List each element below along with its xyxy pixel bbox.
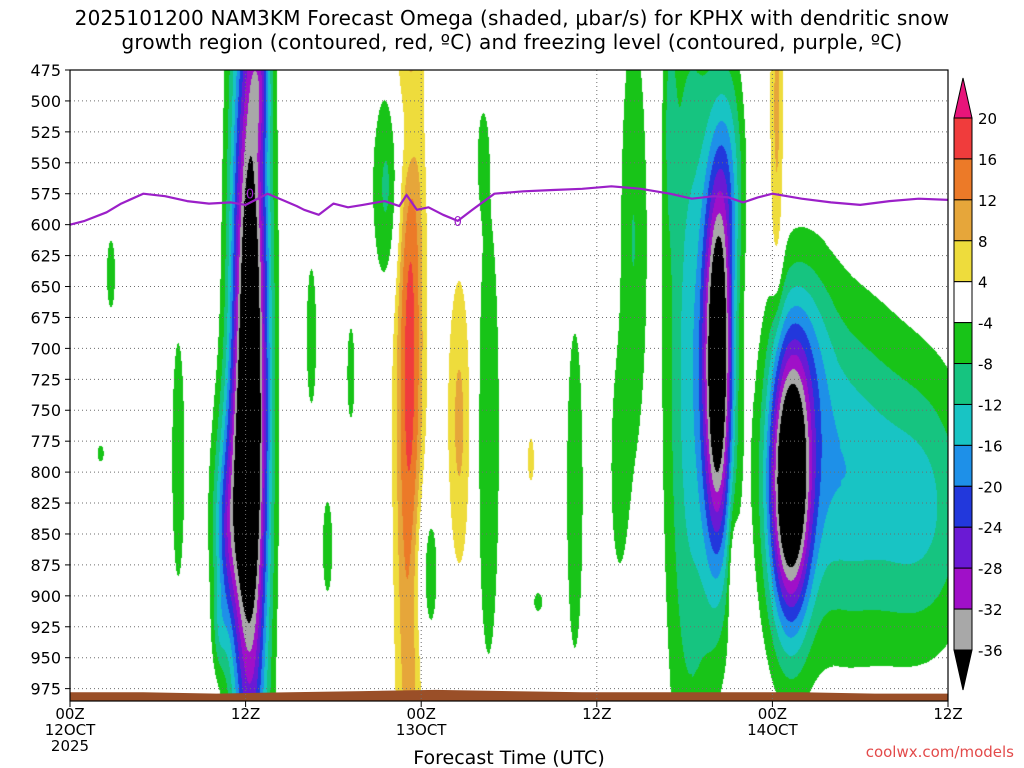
colorbar-label: 4 bbox=[978, 274, 988, 292]
colorbar-swatch bbox=[953, 240, 973, 283]
y-tick-label: 975 bbox=[30, 680, 61, 699]
colorbar-swatch bbox=[953, 363, 973, 405]
y-tick-label: 825 bbox=[30, 494, 61, 513]
freezing-level-layer: 00 bbox=[69, 185, 949, 230]
y-tick-label: 650 bbox=[30, 278, 61, 297]
colorbar-label: 12 bbox=[978, 192, 997, 210]
colorbar-label: -12 bbox=[978, 396, 1003, 414]
y-tick-label: 525 bbox=[30, 123, 61, 142]
y-tick-label: 800 bbox=[30, 463, 61, 482]
colorbar-swatch bbox=[953, 322, 973, 365]
colorbar-top-arrow bbox=[953, 77, 973, 119]
y-tick-label: 675 bbox=[30, 308, 61, 327]
x-tick-label: 12OCT bbox=[45, 721, 96, 739]
y-axis: 475 500 525 550 575 600 625 650 675 700 725 750 775 8… bbox=[30, 61, 70, 699]
colorbar-label: -32 bbox=[978, 601, 1003, 619]
colorbar-swatch bbox=[953, 608, 973, 651]
freezing-level-label: 0 bbox=[246, 188, 254, 203]
x-tick-label: 12Z bbox=[933, 705, 962, 723]
chart-title-line-1: 2025101200 NAM3KM Forecast Omega (shaded… bbox=[74, 6, 950, 30]
x-tick-label: 14OCT bbox=[747, 721, 798, 739]
freezing-level-label: 0 bbox=[454, 215, 462, 230]
colorbar-label: 20 bbox=[978, 110, 997, 128]
colorbar-swatch bbox=[953, 281, 973, 324]
plot-frame bbox=[69, 69, 949, 702]
colorbar: 20 16 12 8 4 -4 -8 -12 -16 -20 -24 -28 -32 -36 bbox=[953, 77, 1003, 691]
colorbar-swatch bbox=[953, 117, 973, 160]
y-tick-label: 850 bbox=[30, 525, 61, 544]
plot-area: 00 bbox=[69, 69, 949, 702]
colorbar-swatch bbox=[953, 444, 973, 487]
x-tick-label: 00Z bbox=[55, 705, 84, 723]
colorbar-swatch bbox=[953, 199, 973, 242]
y-tick-label: 925 bbox=[30, 618, 61, 637]
y-tick-label: 725 bbox=[30, 370, 61, 389]
y-tick-label: 550 bbox=[30, 154, 61, 173]
colorbar-label: -4 bbox=[978, 315, 993, 333]
ground-layer bbox=[70, 689, 948, 701]
credit-text: coolwx.com/models bbox=[865, 743, 1014, 761]
colorbar-swatch bbox=[953, 485, 973, 528]
y-tick-label: 600 bbox=[30, 216, 61, 235]
x-tick-label: 00Z bbox=[758, 705, 787, 723]
freezing-level-line bbox=[69, 185, 949, 226]
colorbar-label: -28 bbox=[978, 560, 1003, 578]
omega-shading bbox=[70, 70, 948, 701]
colorbar-label: -36 bbox=[978, 642, 1003, 660]
colorbar-swatch bbox=[953, 158, 973, 201]
x-tick-label: 2025 bbox=[51, 737, 89, 755]
colorbar-label: -16 bbox=[978, 437, 1003, 455]
y-tick-label: 700 bbox=[30, 339, 61, 358]
colorbar-label: 16 bbox=[978, 151, 997, 169]
colorbar-bottom-arrow bbox=[953, 649, 973, 691]
x-tick-label: 12Z bbox=[582, 705, 611, 723]
colorbar-swatch bbox=[953, 567, 973, 610]
colorbar-swatch bbox=[953, 526, 973, 569]
colorbar-label: -24 bbox=[978, 519, 1003, 537]
y-tick-label: 875 bbox=[30, 556, 61, 575]
x-axis-label: Forecast Time (UTC) bbox=[413, 747, 604, 768]
y-tick-label: 575 bbox=[30, 185, 61, 204]
colorbar-label: -20 bbox=[978, 478, 1003, 496]
y-tick-label: 950 bbox=[30, 649, 61, 668]
x-tick-label: 13OCT bbox=[396, 721, 447, 739]
x-tick-label: 00Z bbox=[407, 705, 436, 723]
y-tick-label: 775 bbox=[30, 432, 61, 451]
y-tick-label: 900 bbox=[30, 587, 61, 606]
ground-terrain bbox=[70, 689, 948, 701]
y-tick-label: 750 bbox=[30, 401, 61, 420]
y-tick-label: 500 bbox=[30, 92, 61, 111]
y-tick-label: 475 bbox=[30, 61, 61, 80]
colorbar-swatch bbox=[953, 403, 973, 446]
colorbar-label: 8 bbox=[978, 233, 988, 251]
chart-title-line-2: growth region (contoured, red, ºC) and f… bbox=[121, 30, 903, 54]
colorbar-label: -8 bbox=[978, 356, 993, 374]
x-tick-label: 12Z bbox=[231, 705, 260, 723]
y-tick-label: 625 bbox=[30, 247, 61, 266]
chart-title: 2025101200 NAM3KM Forecast Omega (shaded… bbox=[0, 6, 1024, 54]
